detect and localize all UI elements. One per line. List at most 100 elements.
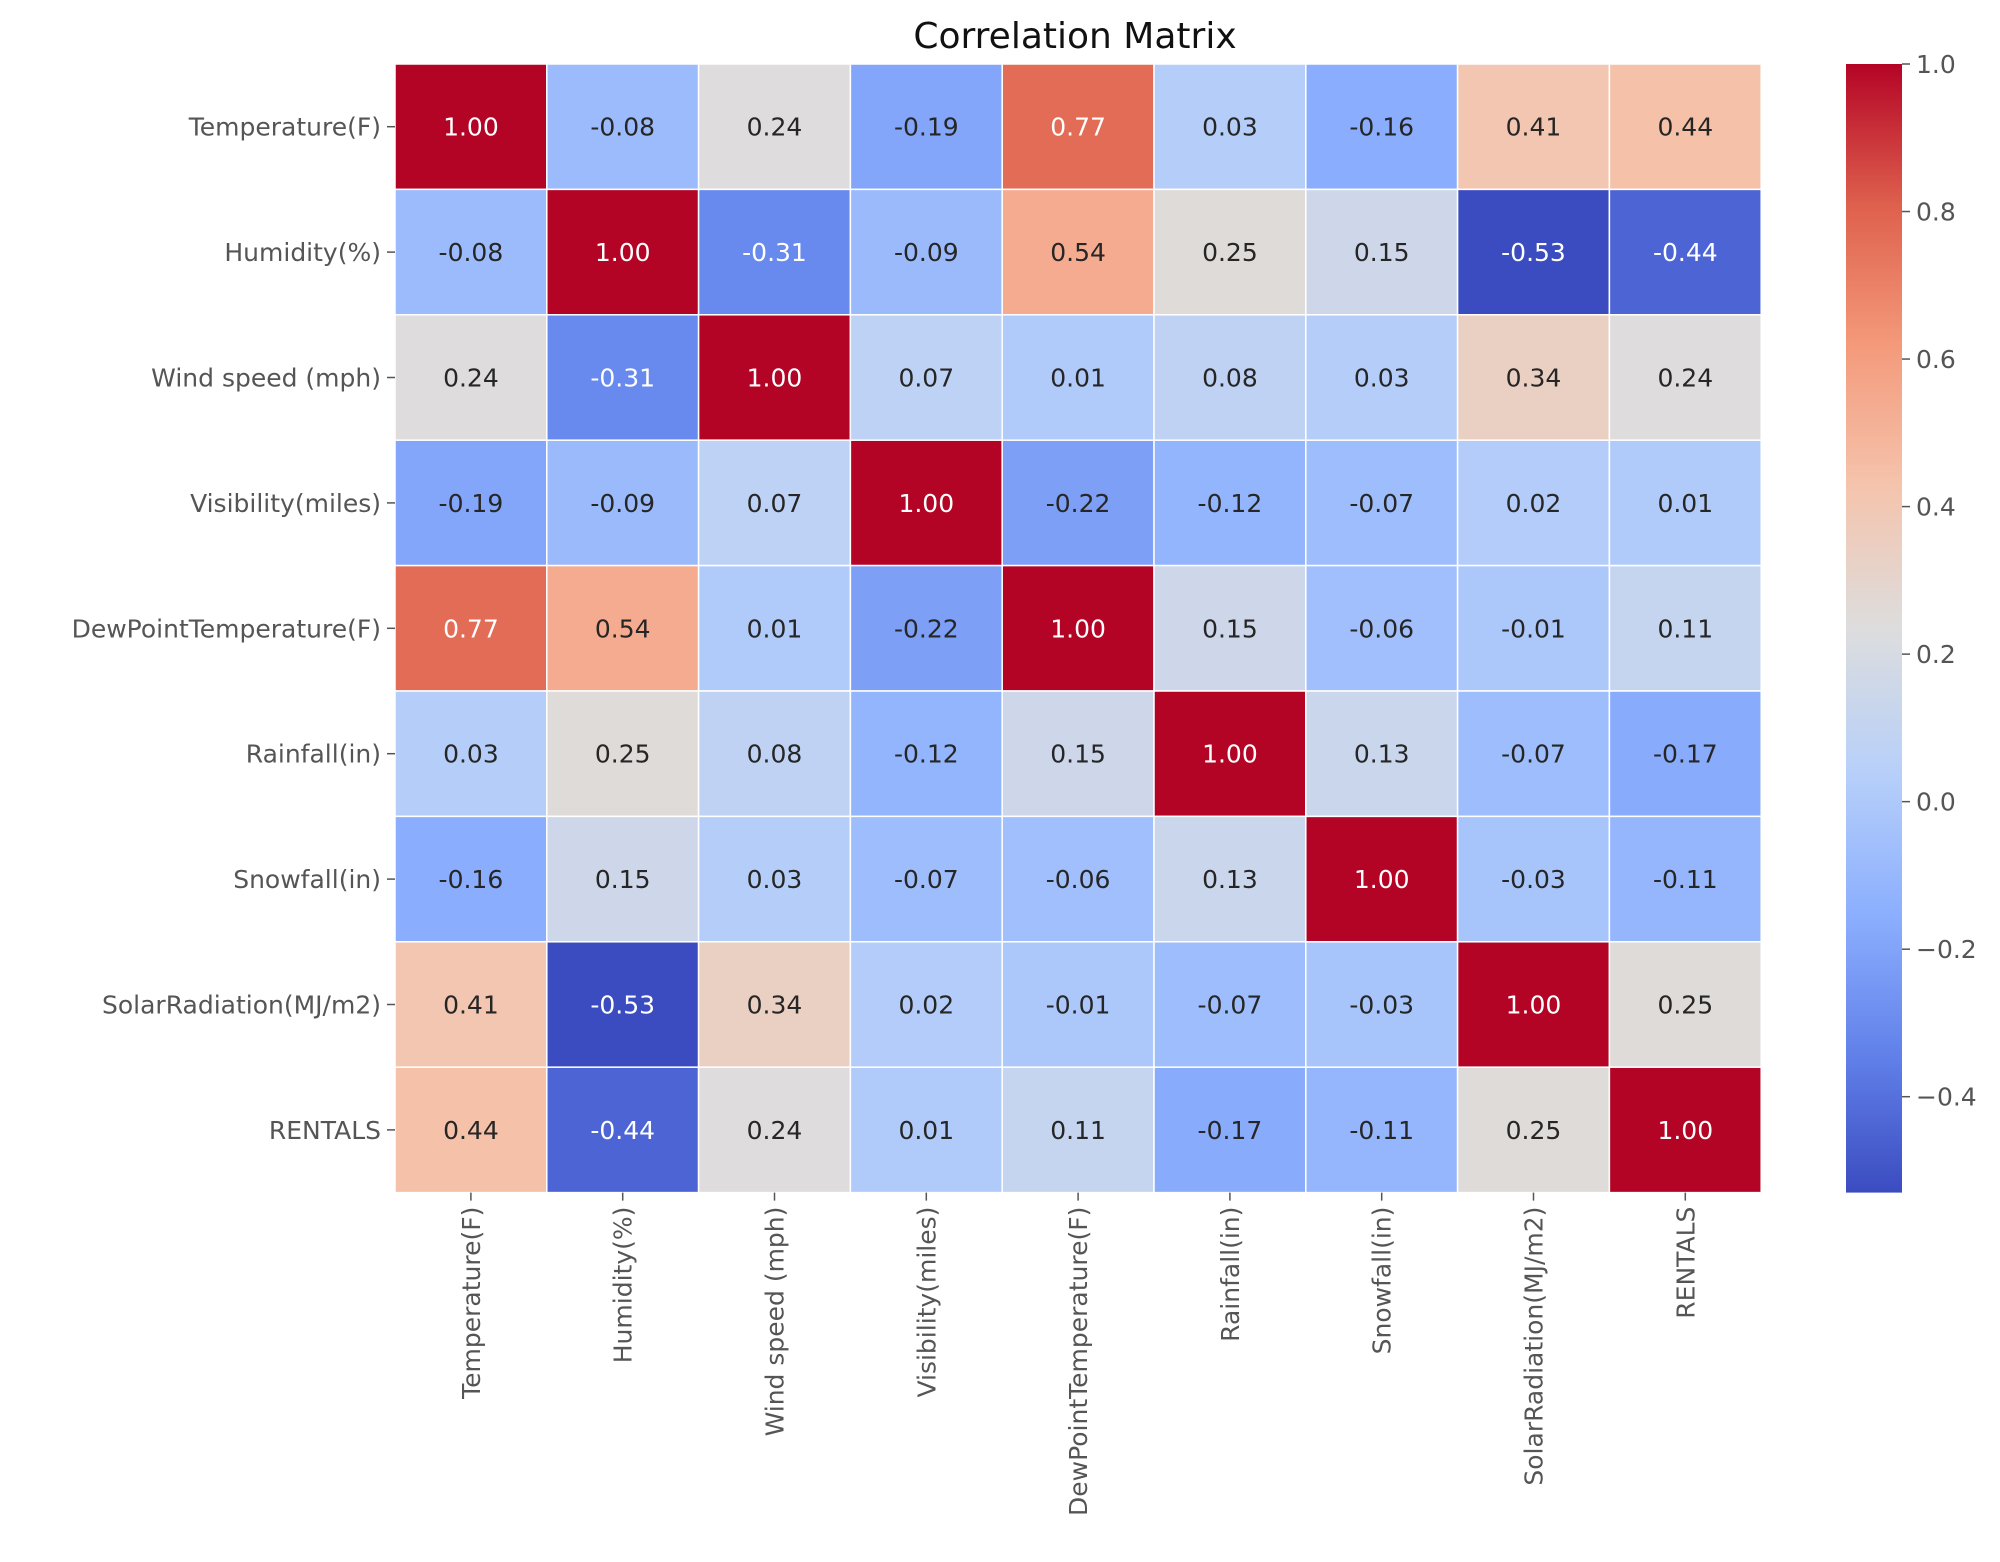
cell-value-label: 0.24 xyxy=(443,364,499,393)
cell-value-label: 0.25 xyxy=(1202,238,1258,267)
colorbar-tick-label: 0.2 xyxy=(1916,640,1956,669)
y-tick-label: DewPointTemperature(F) xyxy=(72,614,381,643)
cell-value-label: -0.06 xyxy=(1349,614,1414,643)
heatmap-cell xyxy=(1001,941,1155,1068)
colorbar-tick-label: −0.2 xyxy=(1916,935,1977,964)
heatmap-cell xyxy=(1456,439,1611,567)
heatmap-cell xyxy=(1001,188,1155,316)
y-tick-label: Wind speed (mph) xyxy=(151,364,381,393)
cell-value-label: 1.00 xyxy=(1354,865,1410,894)
heatmap-cell xyxy=(1608,314,1762,441)
cell-value-label: -0.53 xyxy=(1501,238,1566,267)
cell-value-label: 0.34 xyxy=(1506,364,1562,393)
x-axis-tick-labels: Temperature(F) Humidity(%) Wind speed (mph… xyxy=(457,1192,1700,1516)
cell-value-label: -0.07 xyxy=(1198,991,1263,1020)
heatmap-cell xyxy=(546,815,700,943)
cell-value-label: -0.06 xyxy=(1046,865,1111,894)
cell-value-label: -0.12 xyxy=(894,740,959,769)
heatmap-cell xyxy=(1608,439,1762,567)
cell-value-label: -0.22 xyxy=(1046,489,1111,518)
heatmap-cell xyxy=(394,314,548,441)
heatmap-cell xyxy=(1608,564,1762,692)
x-tick-label: Humidity(%) xyxy=(609,1207,638,1364)
heatmap-cell xyxy=(1153,941,1307,1068)
heatmap-cell xyxy=(697,63,852,191)
x-tick-label: SolarRadiation(MJ/m2) xyxy=(1520,1207,1549,1486)
colorbar-tick-label: 0.6 xyxy=(1916,345,1956,374)
heatmap-cell xyxy=(394,941,548,1068)
cell-value-label: 0.54 xyxy=(595,614,651,643)
heatmap-cell xyxy=(697,314,852,441)
y-tick-label: Humidity(%) xyxy=(224,238,381,267)
heatmap-cell xyxy=(546,63,700,191)
cell-value-label: 1.00 xyxy=(1202,740,1258,769)
cell-value-label: 0.08 xyxy=(747,740,803,769)
heatmap-cell xyxy=(1153,63,1307,191)
cell-value-label: 0.15 xyxy=(1354,238,1410,267)
heatmap-cell xyxy=(394,188,548,316)
heatmap-cell xyxy=(1456,690,1611,818)
y-tick-label: SolarRadiation(MJ/m2) xyxy=(102,991,381,1020)
heatmap-cell xyxy=(1001,690,1155,818)
cell-value-label: 1.00 xyxy=(898,489,954,518)
cell-value-label: 0.77 xyxy=(1050,113,1106,142)
cell-value-label: 0.01 xyxy=(747,614,803,643)
cell-value-label: 0.03 xyxy=(747,865,803,894)
heatmap-cell xyxy=(1305,815,1459,943)
cell-value-label: -0.03 xyxy=(1501,865,1566,894)
heatmap-cell xyxy=(394,63,548,191)
heatmap-cell xyxy=(1153,188,1307,316)
colorbar-tick-label: 0.0 xyxy=(1916,788,1956,817)
cell-value-label: -0.22 xyxy=(894,614,959,643)
cell-value-label: -0.31 xyxy=(742,238,807,267)
heatmap-cell xyxy=(1001,1066,1155,1194)
cell-value-label: 0.11 xyxy=(1050,1116,1106,1145)
cell-value-label: -0.31 xyxy=(590,364,655,393)
cell-value-label: -0.19 xyxy=(894,113,959,142)
heatmap-cell xyxy=(394,439,548,567)
heatmap-cell xyxy=(1001,63,1155,191)
cell-value-label: 0.77 xyxy=(443,614,499,643)
heatmap-cell xyxy=(394,815,548,943)
cell-value-label: -0.08 xyxy=(590,113,655,142)
x-tick-label: Wind speed (mph) xyxy=(761,1207,790,1437)
heatmap-cell xyxy=(697,188,852,316)
cell-value-label: 1.00 xyxy=(1657,1116,1713,1145)
x-tick-label: RENTALS xyxy=(1671,1207,1700,1319)
cell-value-label: 0.03 xyxy=(443,740,499,769)
heatmap-cell xyxy=(849,314,1003,441)
cell-value-label: 0.44 xyxy=(443,1116,499,1145)
cell-value-label: 0.01 xyxy=(1050,364,1106,393)
heatmap-cell xyxy=(697,815,852,943)
cell-value-label: -0.16 xyxy=(439,865,504,894)
heatmap-cell xyxy=(849,1066,1003,1194)
colorbar-tick-label: 0.4 xyxy=(1916,493,1956,522)
cell-value-label: 0.44 xyxy=(1657,113,1713,142)
cell-value-label: 0.15 xyxy=(595,865,651,894)
cell-value-label: 0.11 xyxy=(1657,614,1713,643)
heatmap-cell xyxy=(1001,815,1155,943)
y-tick-label: RENTALS xyxy=(269,1116,381,1145)
cell-value-label: 0.03 xyxy=(1202,113,1258,142)
cell-value-label: 0.24 xyxy=(747,1116,803,1145)
cell-value-label: 1.00 xyxy=(595,238,651,267)
heatmap-cells xyxy=(394,63,1762,1194)
colorbar-tick-label: 1.0 xyxy=(1916,50,1956,79)
cell-value-label: -0.16 xyxy=(1349,113,1414,142)
cell-value-label: -0.44 xyxy=(590,1116,655,1145)
heatmap-cell xyxy=(546,314,700,441)
cell-value-label: -0.12 xyxy=(1198,489,1263,518)
heatmap-cell xyxy=(1153,1066,1307,1194)
cell-value-label: -0.08 xyxy=(439,238,504,267)
y-axis-tick-labels: Temperature(F) Humidity(%) Wind speed (mph… xyxy=(72,113,395,1145)
cell-value-label: -0.11 xyxy=(1653,865,1718,894)
y-tick-label: Snowfall(in) xyxy=(233,865,381,894)
heatmap-cell xyxy=(1001,314,1155,441)
cell-value-label: 0.34 xyxy=(747,991,803,1020)
y-tick-label: Temperature(F) xyxy=(188,113,381,142)
x-tick-label: Rainfall(in) xyxy=(1216,1207,1245,1342)
heatmap-cell xyxy=(697,690,852,818)
cell-value-label: 0.03 xyxy=(1354,364,1410,393)
heatmap-cell xyxy=(1153,690,1307,818)
